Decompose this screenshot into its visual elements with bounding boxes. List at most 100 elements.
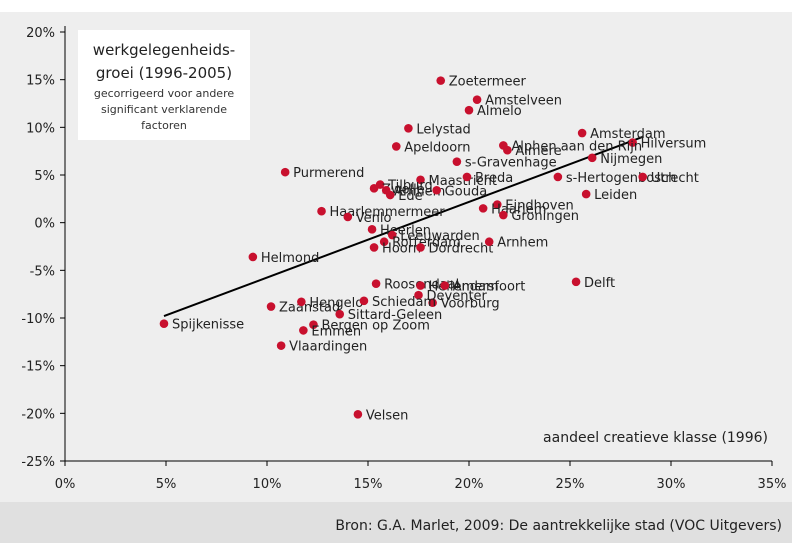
point-label: Almere (515, 144, 561, 159)
point-label: Emmen (311, 324, 361, 339)
data-point (628, 138, 637, 147)
point-label: Maastricht (429, 174, 497, 189)
x-tick-label: 20% (455, 477, 484, 492)
data-point (280, 167, 290, 177)
data-point (317, 206, 326, 216)
x-tick-label: 30% (657, 477, 686, 492)
point-label: Hilversum (641, 137, 707, 152)
data-point (436, 76, 446, 85)
x-tick-label: 5% (156, 477, 177, 492)
point-label: Vlaardingen (289, 340, 367, 355)
point-label: Gouda (445, 184, 488, 199)
point-label: Almelo (477, 104, 522, 119)
point-label: Groningen (511, 209, 579, 224)
point-label: Sittard-Geleen (348, 308, 442, 323)
data-point (266, 302, 276, 311)
data-point (309, 320, 318, 329)
point-label: s-Hertogenbosch (566, 171, 677, 186)
point-label: Helmond (261, 251, 320, 266)
data-point (387, 230, 397, 240)
data-point (248, 252, 258, 262)
point-label: Purmerend (293, 166, 364, 181)
subtitle-line-1: gecorrigeerd voor andere (94, 87, 234, 100)
data-point (638, 172, 648, 182)
point-label: Arnhem (497, 236, 548, 251)
title-line-2: groei (1996-2005) (96, 64, 232, 82)
data-point (428, 298, 437, 308)
data-point (379, 237, 389, 247)
x-tick-label: 35% (758, 477, 787, 492)
data-point (416, 281, 425, 290)
trendline (163, 135, 644, 318)
y-tick-label: 15% (26, 74, 55, 89)
data-point (369, 184, 379, 193)
data-point (587, 153, 597, 163)
data-point (440, 281, 450, 290)
point-label: Schiedam (372, 295, 436, 310)
source-bar (0, 502, 792, 543)
chart-title-box: werkgelegenheids- groei (1996-2005) geco… (78, 30, 250, 140)
data-point (553, 172, 563, 182)
point-label: Apeldoorn (404, 140, 470, 155)
data-point (367, 225, 377, 234)
y-tick-label: 5% (34, 169, 55, 184)
point-label: Venlo (356, 211, 392, 226)
point-label: Arnhem (394, 184, 445, 199)
point-label: Nijmegen (600, 152, 662, 167)
y-tick-label: -10% (21, 312, 55, 327)
data-point (478, 204, 488, 213)
data-point (462, 172, 472, 182)
data-point (404, 123, 413, 133)
x-tick-label: 25% (556, 477, 585, 492)
y-tick-label: -25% (21, 455, 55, 470)
trendline-layer (163, 135, 644, 318)
point-label: Lelystad (416, 122, 470, 137)
data-point (464, 105, 474, 115)
point-label: Hoorn (382, 241, 421, 256)
point-label: Amstelveen (485, 94, 562, 109)
point-label: Deventer (427, 289, 488, 304)
y-tick-label: 0% (34, 217, 55, 232)
data-point (371, 279, 381, 288)
subtitle-line-3: factoren (141, 119, 187, 132)
data-point (571, 277, 581, 287)
point-label: Spijkenisse (172, 318, 244, 333)
point-label: Breda (475, 171, 513, 186)
x-tick-label: 15% (354, 477, 383, 492)
x-axis-label: aandeel creatieve klasse (1996) (543, 430, 768, 446)
x-tick-label: 10% (253, 477, 282, 492)
data-point (353, 409, 363, 419)
point-label: Voorburg (441, 297, 500, 312)
point-label: Zoetermeer (449, 75, 527, 90)
data-point (432, 185, 441, 195)
data-point (452, 157, 462, 166)
point-label: Zaanstad (279, 301, 340, 316)
data-point (472, 95, 482, 104)
y-tick-label: 10% (26, 121, 55, 136)
y-tick-label: -20% (21, 407, 55, 422)
title-box-background (78, 30, 250, 140)
data-point (414, 290, 423, 300)
point-label: s-Gravenhage (465, 156, 557, 171)
point-label: Eindhoven (505, 199, 573, 214)
point-label: Alphen aan den Rijn (511, 139, 642, 154)
data-point (159, 319, 169, 329)
point-label: Rotterdam (392, 236, 461, 251)
data-point (416, 175, 425, 185)
source-text: Bron: G.A. Marlet, 2009: De aantrekkelij… (335, 518, 782, 534)
data-point (577, 128, 587, 138)
data-point (299, 326, 308, 335)
data-point (297, 297, 306, 307)
data-point (391, 142, 401, 151)
data-point (359, 296, 369, 306)
data-point (499, 210, 508, 220)
title-line-1: werkgelegenheids- (93, 41, 235, 59)
point-label: Delft (584, 276, 615, 291)
data-point (484, 237, 494, 247)
x-tick-label: 0% (55, 477, 76, 492)
axes: 20%15%10%5%0%-5%-10%-15%-20%-25%0% 5% 10% 1… (21, 26, 786, 492)
data-point (416, 243, 425, 252)
data-point (503, 145, 512, 155)
point-label: Ede (398, 189, 422, 204)
